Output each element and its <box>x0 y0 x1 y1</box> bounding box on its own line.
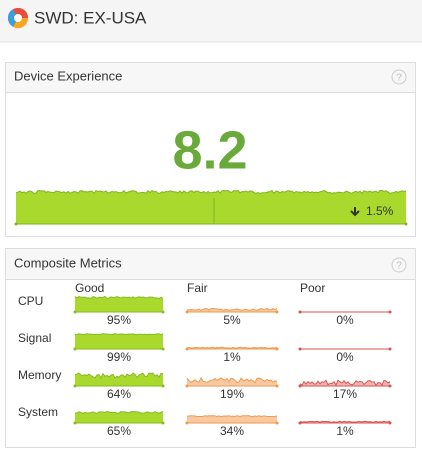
sparkline-endpoint <box>161 421 165 425</box>
sparkline-area <box>75 333 163 349</box>
sparkline-line <box>74 410 164 414</box>
score: 8.2 <box>172 120 247 180</box>
sparkline-endpoint <box>161 384 165 388</box>
sparkline-endpoint <box>275 347 279 351</box>
sparkline-area <box>187 377 277 386</box>
metric-value: 5% <box>223 313 241 327</box>
sparkline-endpoint <box>388 384 392 388</box>
sparkline-endpoint <box>161 310 165 314</box>
header-title: SWD: EX-USA <box>34 8 147 27</box>
sparkline-endpoint <box>185 310 189 314</box>
sparkline-area <box>75 296 163 312</box>
row-label: Memory <box>18 368 61 382</box>
column-header: Poor <box>300 281 325 295</box>
sparkline-endpoint <box>388 310 392 314</box>
sparkline-endpoint <box>275 421 279 425</box>
metric-value: 0% <box>336 313 354 327</box>
sparkline-endpoint <box>404 222 408 226</box>
row-label: System <box>18 405 58 419</box>
sparkline-endpoint <box>73 384 77 388</box>
sparkline-endpoint <box>73 421 77 425</box>
row-label: CPU <box>18 294 43 308</box>
help-icon-label[interactable]: ? <box>396 73 402 84</box>
sparkline-line <box>74 333 164 336</box>
column-header: Good <box>75 281 104 295</box>
sparkline-endpoint <box>73 347 77 351</box>
change-label: 1.5% <box>366 204 394 218</box>
sparkline-endpoint <box>298 310 302 314</box>
logo <box>7 7 29 29</box>
sparkline-line <box>186 415 278 418</box>
panel-header <box>6 63 415 92</box>
metric-value: 1% <box>336 424 354 438</box>
sparkline-endpoint <box>388 421 392 425</box>
sparkline-line <box>74 295 164 299</box>
help-icon[interactable] <box>391 69 407 85</box>
header-bar <box>0 0 422 42</box>
sparkline-area <box>75 411 163 423</box>
sparkline-endpoint <box>275 310 279 314</box>
sparkline-endpoint <box>298 421 302 425</box>
sparkline-endpoint <box>388 347 392 351</box>
panel-title: Device Experience <box>14 68 122 83</box>
sparkline-endpoint <box>298 347 302 351</box>
metrics-grid: Good Fair Poor CPU 95% 5% 0% Signal 99% 1% 0% Memor… <box>18 281 392 438</box>
panel-title: Composite Metrics <box>14 255 122 270</box>
sparkline-line <box>15 189 407 195</box>
metric-value: 19% <box>220 387 244 401</box>
metric-value: 1% <box>223 350 241 364</box>
score-sparkline <box>14 189 408 226</box>
sparkline-endpoint <box>14 222 18 226</box>
metric-value: 0% <box>336 350 354 364</box>
metric-value: 65% <box>107 424 131 438</box>
sparkline-area <box>187 415 277 423</box>
metric-value: 99% <box>107 350 131 364</box>
sparkline-line <box>299 379 391 387</box>
sparkline-endpoint <box>185 384 189 388</box>
help-icon-label[interactable]: ? <box>396 261 402 272</box>
panel-header <box>6 249 415 279</box>
row-label: Signal <box>18 331 51 345</box>
column-header: Fair <box>187 281 208 295</box>
help-icon[interactable] <box>391 257 407 273</box>
metric-value: 95% <box>107 313 131 327</box>
sparkline-endpoint <box>73 310 77 314</box>
sparkline-line <box>186 376 278 384</box>
sparkline-area <box>75 373 163 386</box>
sparkline-endpoint <box>185 421 189 425</box>
sparkline-line <box>74 372 164 380</box>
sparkline-endpoint <box>275 384 279 388</box>
sparkline-line <box>186 307 278 311</box>
sparkline-line <box>186 346 278 349</box>
sparkline-endpoint <box>161 347 165 351</box>
sparkline-endpoint <box>185 347 189 351</box>
sparkline-area <box>16 190 406 224</box>
sparkline-endpoint <box>298 384 302 388</box>
sparkline-line <box>299 420 391 423</box>
down-arrow-icon <box>350 207 360 217</box>
metric-value: 34% <box>220 424 244 438</box>
metric-value: 17% <box>333 387 357 401</box>
metric-value: 64% <box>107 387 131 401</box>
